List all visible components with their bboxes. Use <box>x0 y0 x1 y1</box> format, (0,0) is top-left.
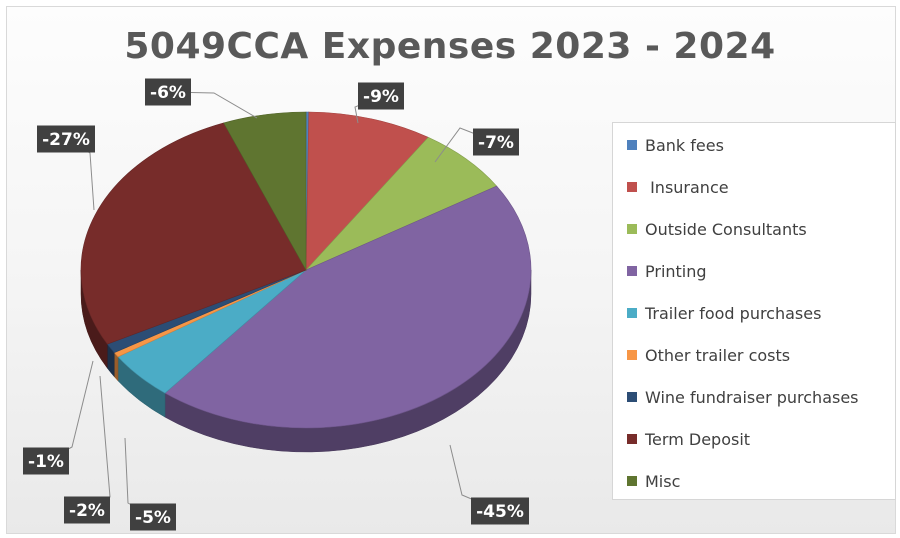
legend-label: Term Deposit <box>645 429 751 449</box>
legend-item-printing: Printing <box>627 261 707 281</box>
legend-label: Outside Consultants <box>645 219 807 239</box>
data-label-printing: -45% <box>471 497 529 525</box>
data-label-text: -7% <box>478 133 514 153</box>
data-label-text: -45% <box>476 502 524 522</box>
legend-swatch <box>627 308 637 318</box>
legend-item-wine-fundraiser-purchases: Wine fundraiser purchases <box>627 387 859 407</box>
legend-item-bank-fees: Bank fees <box>627 135 724 155</box>
legend-label: Trailer food purchases <box>645 303 822 323</box>
data-label-text: -9% <box>363 87 399 107</box>
legend-label: Insurance <box>645 177 729 197</box>
legend-label: Misc <box>645 471 681 491</box>
legend-item-insurance: Insurance <box>627 177 729 197</box>
data-labels: -9% -7% -45% -5% -2% -1% -27% -6% <box>23 78 529 531</box>
data-label-text: -6% <box>150 83 186 103</box>
pie-slice-term-deposit <box>80 122 307 345</box>
legend-swatch <box>627 224 637 234</box>
legend: Bank fees Insurance Outside Consultants Pr… <box>612 122 896 500</box>
legend-item-term-deposit: Term Deposit <box>627 429 750 449</box>
chart-title: 5049CCA Expenses 2023 - 2024 <box>124 26 776 67</box>
legend-swatch <box>627 434 637 444</box>
pie-side-other-trailer-costs <box>114 352 119 382</box>
legend-item-other-trailer-costs: Other trailer costs <box>627 345 790 365</box>
pie-slice-insurance <box>305 111 429 271</box>
data-label-misc: -6% <box>145 78 191 106</box>
data-label-trailer-food-purchases: -5% <box>130 503 176 531</box>
data-label-other-trailer-costs: -2% <box>64 496 110 524</box>
pie-slice-printing <box>164 185 532 429</box>
data-label-insurance: -9% <box>358 82 404 110</box>
pie-slices <box>80 111 532 429</box>
legend-label: Bank fees <box>645 135 724 155</box>
data-label-text: -27% <box>42 130 90 150</box>
legend-label: Printing <box>645 261 707 281</box>
legend-swatch <box>627 266 637 276</box>
legend-swatch <box>627 350 637 360</box>
leader-line-wine-fundraiser-purchases <box>45 360 94 462</box>
legend-swatch <box>627 476 637 486</box>
legend-swatch <box>627 140 637 150</box>
data-label-term-deposit: -27% <box>37 125 95 153</box>
pie-slice-misc <box>223 111 307 272</box>
legend-item-outside-consultants: Outside Consultants <box>627 219 807 239</box>
data-label-text: -2% <box>69 501 105 521</box>
legend-label: Other trailer costs <box>645 345 791 365</box>
leader-line-other-trailer-costs <box>86 375 111 511</box>
legend-item-misc: Misc <box>627 471 680 491</box>
legend-label: Wine fundraiser purchases <box>645 387 859 407</box>
data-label-wine-fundraiser-purchases: -1% <box>23 447 69 475</box>
legend-swatch <box>627 392 637 402</box>
data-label-text: -5% <box>135 508 171 528</box>
data-label-text: -1% <box>28 452 64 472</box>
legend-item-trailer-food-purchases: Trailer food purchases <box>627 303 821 323</box>
legend-swatch <box>627 182 637 192</box>
data-label-outside-consultants: -7% <box>473 128 519 156</box>
